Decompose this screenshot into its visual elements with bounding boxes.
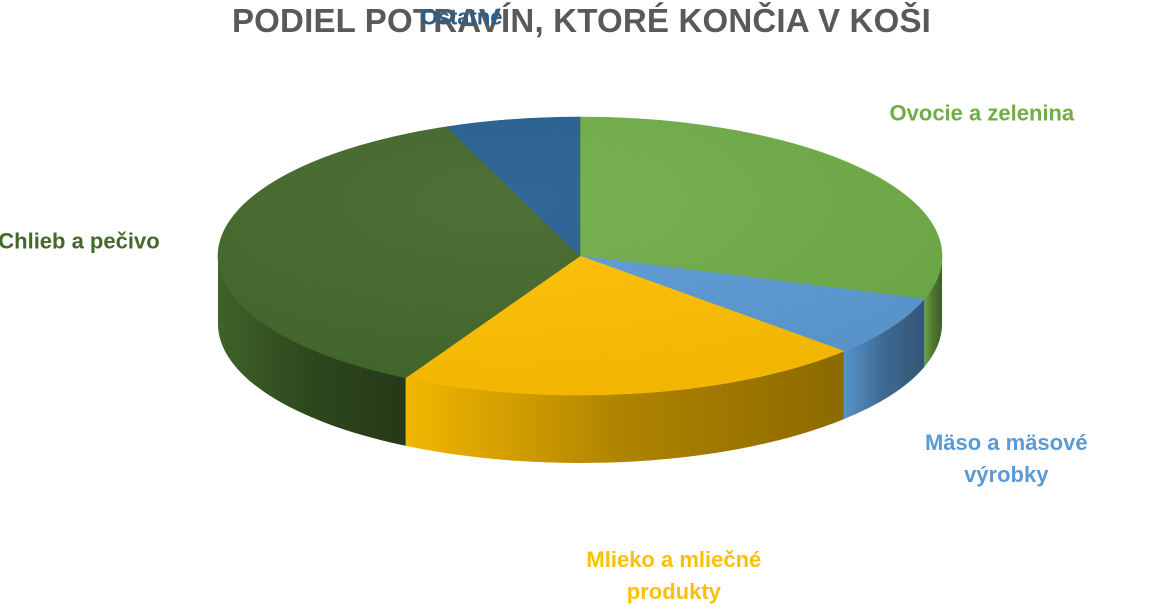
side-mlieko-a-mliecne-produkty-shade [405, 351, 844, 463]
label-maso-a-masove-vyrobky: Mäso a mäsové výrobky [925, 430, 1088, 487]
pie-labels: Ovocie a zelenina Mäso a mäsové výrobky Mli… [0, 4, 1088, 604]
pie-sides [218, 256, 942, 463]
label-mlieko-a-mliecne-produkty: Mlieko a mliečné produkty [586, 547, 761, 604]
label-chlieb-a-pecivo: Chlieb a pečivo [0, 229, 160, 254]
label-line: výrobky [964, 462, 1049, 487]
chart-title: PODIEL POTRAVÍN, KTORÉ KONČIA V KOŠI [231, 2, 932, 39]
label-line: Ostatné [421, 4, 503, 29]
label-line: produkty [627, 579, 722, 604]
side-maso-a-masove-vyrobky-shade [843, 298, 925, 420]
side-ovocie-a-zelenina-shade [924, 256, 942, 367]
side-chlieb-a-pecivo-shade [218, 256, 406, 446]
label-ovocie-a-zelenina: Ovocie a zelenina [890, 101, 1075, 126]
label-ostatne: Ostatné [421, 4, 503, 29]
pie-top-shine [218, 117, 942, 395]
label-line: Chlieb a pečivo [0, 229, 160, 254]
label-line: Mäso a mäsové [925, 430, 1088, 455]
label-line: Mlieko a mliečné [586, 547, 761, 572]
pie-top [217, 116, 943, 396]
label-line: Ovocie a zelenina [890, 101, 1075, 126]
